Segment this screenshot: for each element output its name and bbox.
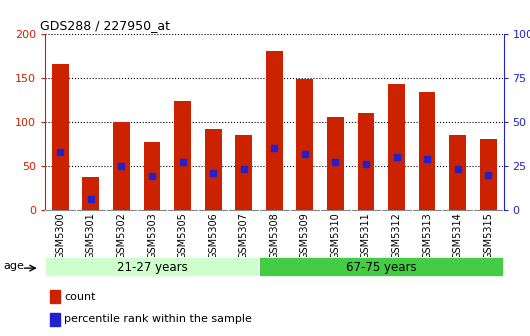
Text: GSM5309: GSM5309 [300, 212, 310, 259]
Text: GDS288 / 227950_at: GDS288 / 227950_at [40, 19, 171, 33]
Bar [50, 313, 60, 326]
Text: GSM5313: GSM5313 [422, 212, 432, 259]
Bar [388, 84, 405, 210]
Text: GSM5314: GSM5314 [453, 212, 463, 259]
Bar [266, 51, 282, 210]
Bar [45, 257, 259, 277]
Text: GSM5310: GSM5310 [330, 212, 340, 259]
Text: GSM5312: GSM5312 [392, 212, 402, 259]
Bar [235, 135, 252, 210]
Text: GSM5305: GSM5305 [178, 212, 188, 259]
Bar [419, 92, 436, 210]
Bar [83, 177, 99, 210]
Text: GSM5301: GSM5301 [86, 212, 96, 259]
Bar [205, 129, 222, 210]
Text: 21-27 years: 21-27 years [117, 261, 188, 274]
Text: GSM5315: GSM5315 [483, 212, 493, 259]
Text: GSM5300: GSM5300 [55, 212, 65, 259]
Bar [449, 135, 466, 210]
Bar [358, 113, 374, 210]
Text: GSM5311: GSM5311 [361, 212, 371, 259]
Bar [50, 290, 60, 303]
Bar [144, 142, 161, 210]
Bar [327, 117, 344, 210]
Text: count: count [64, 292, 96, 302]
Bar [174, 101, 191, 210]
Bar [259, 257, 504, 277]
Text: GSM5306: GSM5306 [208, 212, 218, 259]
Bar [480, 139, 497, 210]
Text: GSM5302: GSM5302 [117, 212, 127, 259]
Bar [52, 65, 69, 210]
Text: age: age [4, 261, 24, 271]
Bar [296, 79, 313, 210]
Text: 67-75 years: 67-75 years [346, 261, 417, 274]
Text: percentile rank within the sample: percentile rank within the sample [64, 314, 252, 325]
Text: GSM5307: GSM5307 [238, 212, 249, 259]
Text: GSM5308: GSM5308 [269, 212, 279, 259]
Bar [113, 122, 130, 210]
Text: GSM5303: GSM5303 [147, 212, 157, 259]
